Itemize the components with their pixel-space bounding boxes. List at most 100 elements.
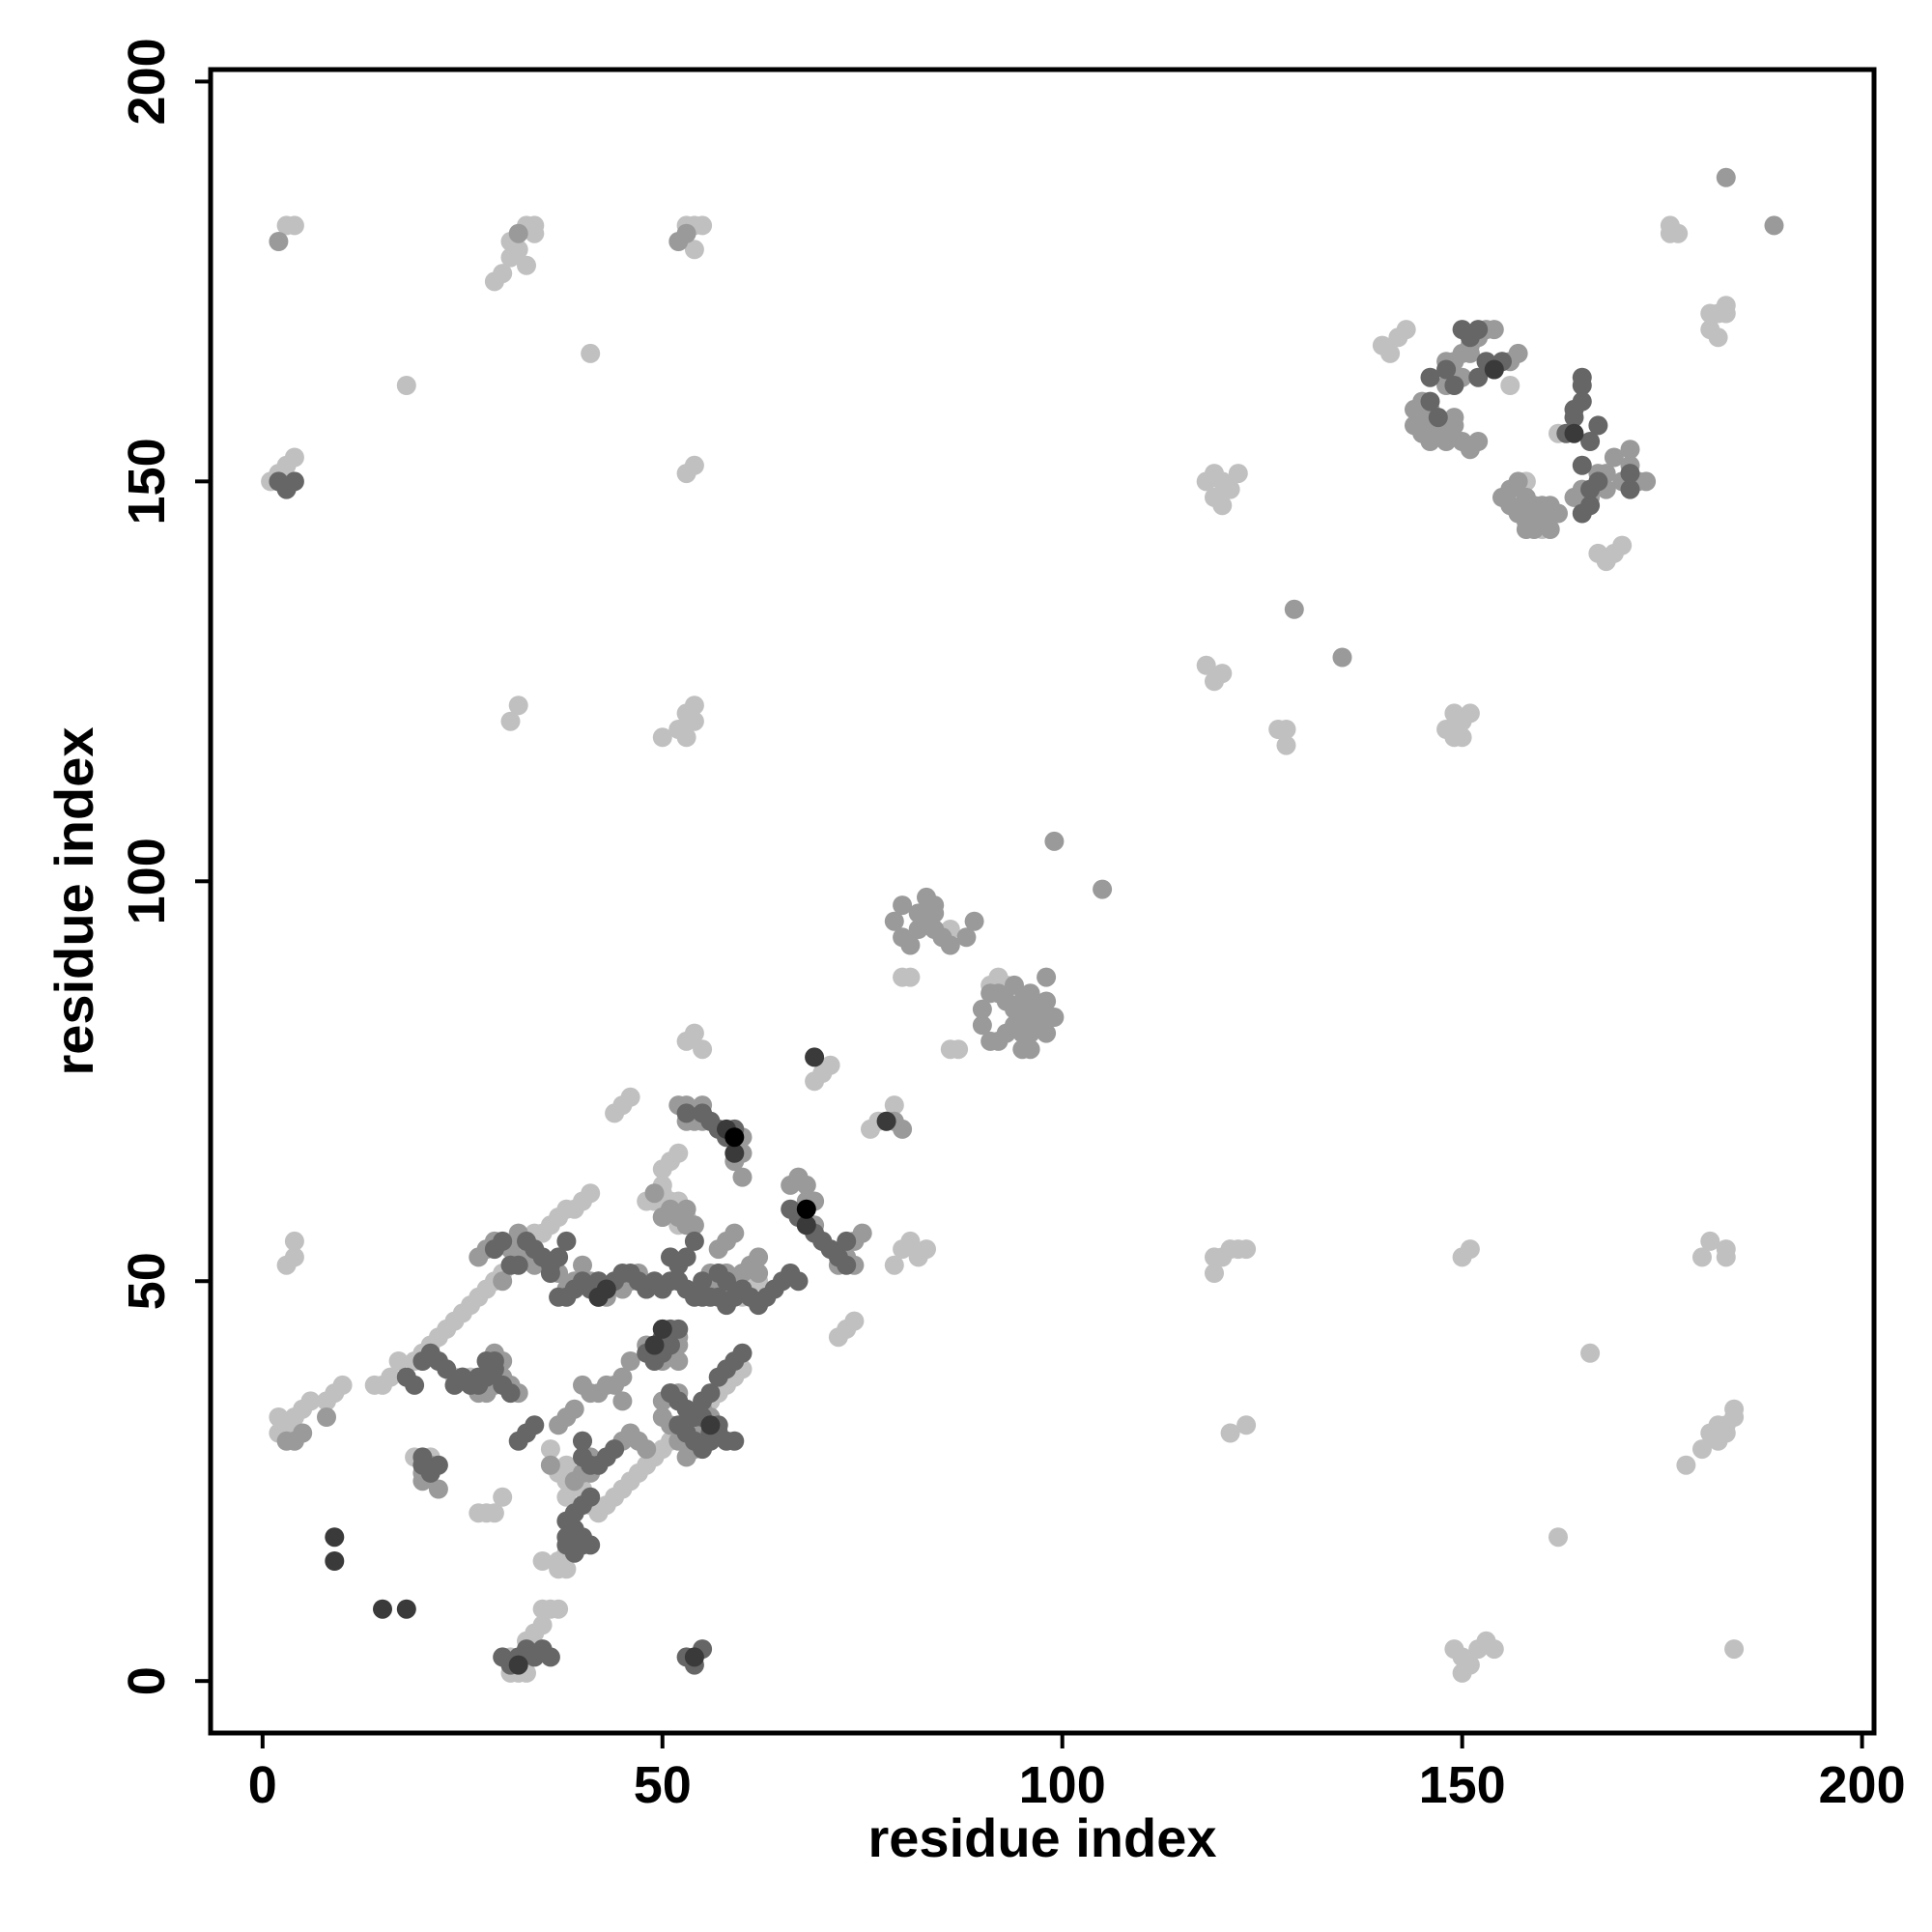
data-point	[540, 1264, 560, 1283]
x-tick-label: 100	[1019, 1756, 1106, 1814]
data-point	[284, 447, 304, 468]
data-point	[452, 1367, 472, 1387]
data-point	[493, 1487, 513, 1507]
y-axis: 0 50 100 150 200	[118, 38, 211, 1695]
y-axis-title: residue index	[43, 726, 104, 1075]
data-point	[844, 1311, 865, 1331]
data-point	[1332, 647, 1352, 668]
data-point	[1444, 376, 1464, 395]
data-point	[1572, 367, 1592, 387]
data-point	[1540, 520, 1560, 539]
x-tick-label: 200	[1819, 1756, 1906, 1814]
data-point	[556, 1199, 577, 1219]
data-point	[364, 1375, 384, 1395]
data-point	[900, 967, 921, 987]
plot-frame	[208, 67, 1877, 1736]
data-point	[532, 1551, 553, 1571]
data-point	[732, 1167, 753, 1187]
data-point	[1548, 503, 1568, 524]
data-point	[980, 1031, 1001, 1051]
data-point	[900, 1231, 921, 1251]
data-point	[556, 1231, 577, 1251]
data-point	[556, 1455, 577, 1475]
data-point	[284, 215, 304, 236]
data-point	[661, 1247, 680, 1267]
data-point	[796, 1175, 816, 1195]
data-point	[893, 1119, 913, 1139]
y-tick-label: 200	[118, 38, 176, 125]
data-point	[1692, 1439, 1712, 1460]
data-point	[964, 911, 984, 931]
data-point	[508, 696, 528, 716]
data-point	[469, 1367, 489, 1387]
data-point	[1764, 215, 1784, 236]
data-point	[605, 1439, 625, 1460]
data-point	[1724, 1639, 1745, 1660]
data-point	[924, 903, 945, 923]
data-point	[1420, 367, 1440, 387]
data-point	[325, 1551, 345, 1571]
data-point	[644, 1183, 665, 1204]
data-point	[908, 903, 928, 923]
data-point	[676, 223, 696, 243]
y-tick-label: 150	[118, 438, 176, 525]
data-point	[820, 1055, 840, 1075]
data-point	[1620, 479, 1640, 499]
data-point	[676, 1199, 696, 1219]
data-point	[508, 1655, 528, 1675]
data-point	[1020, 983, 1040, 1004]
data-point	[1580, 1343, 1601, 1363]
data-point	[1580, 432, 1601, 451]
data-point	[1572, 503, 1592, 524]
data-point	[1572, 391, 1592, 412]
data-point	[284, 1231, 304, 1251]
data-point	[940, 935, 960, 955]
data-point	[508, 1431, 528, 1451]
data-point	[732, 1343, 753, 1363]
data-point	[1716, 1423, 1736, 1443]
data-point	[1588, 415, 1608, 436]
data-point	[412, 1447, 433, 1467]
data-point	[693, 1391, 713, 1411]
data-point	[908, 920, 928, 939]
data-point	[749, 1247, 769, 1267]
data-point	[637, 1439, 657, 1460]
data-point	[493, 1271, 513, 1292]
data-point	[676, 1447, 696, 1467]
data-point	[1708, 327, 1728, 348]
data-point	[749, 1264, 769, 1283]
data-point	[1037, 991, 1057, 1011]
data-point	[693, 1271, 713, 1292]
data-point	[724, 1431, 745, 1451]
data-point	[684, 1231, 704, 1251]
data-point	[556, 1559, 577, 1579]
data-point	[884, 1095, 904, 1116]
data-point	[396, 1367, 416, 1387]
data-point	[1604, 447, 1624, 468]
data-point	[396, 376, 416, 395]
data-point	[581, 343, 601, 363]
data-point	[1205, 1264, 1224, 1283]
data-point	[484, 1503, 504, 1523]
x-tick-label: 50	[634, 1756, 692, 1814]
data-point	[1436, 720, 1457, 739]
data-point	[1724, 1399, 1745, 1419]
data-point	[549, 1599, 569, 1619]
data-point	[428, 1455, 448, 1475]
data-points	[261, 167, 1784, 1683]
data-point	[1020, 1039, 1040, 1060]
data-point	[525, 1415, 545, 1435]
data-point	[652, 1407, 672, 1427]
data-point	[269, 1407, 289, 1427]
data-point	[837, 1255, 857, 1275]
y-tick-label: 50	[118, 1252, 176, 1310]
data-point	[573, 1255, 592, 1275]
data-point	[676, 1103, 696, 1123]
data-point	[668, 1319, 689, 1339]
data-point	[508, 223, 528, 243]
data-point	[517, 255, 536, 275]
data-point	[684, 1647, 704, 1667]
data-point	[684, 696, 704, 716]
data-point	[1436, 359, 1457, 380]
